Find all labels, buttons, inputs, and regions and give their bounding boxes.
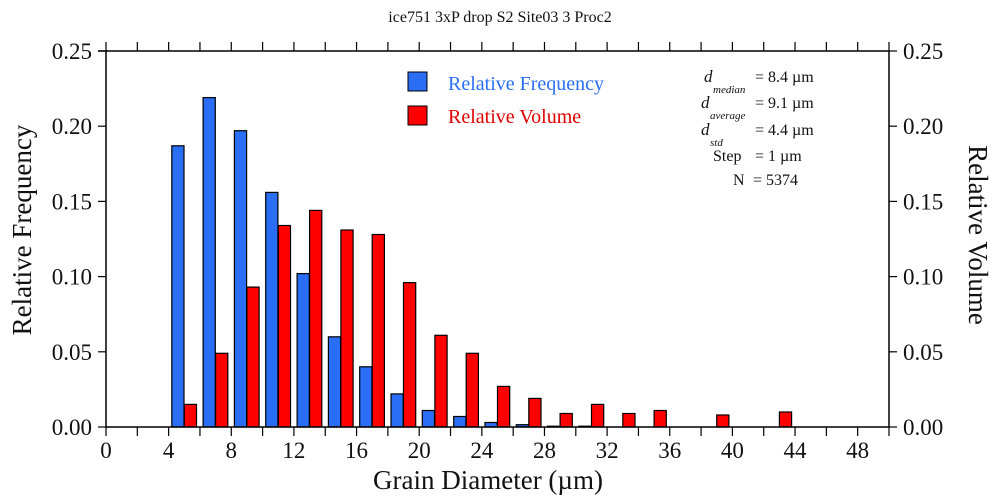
x-tick-label-24: 24: [470, 438, 494, 463]
bar-volume-17: [371, 233, 386, 428]
x-tick-label-40: 40: [721, 438, 744, 463]
x-tick-label-20: 20: [408, 438, 431, 463]
y-tick-label-right-0.15: 0.15: [903, 189, 943, 214]
bar-volume-7: [215, 352, 229, 428]
bars-group: [171, 96, 793, 428]
bar-volume-43: [778, 411, 793, 428]
x-tick-label-16: 16: [345, 438, 368, 463]
y-tick-label-left-0.20: 0.20: [52, 114, 92, 139]
stat-std-subscript: std: [710, 137, 723, 149]
legend-label-volume: Relative Volume: [448, 106, 581, 128]
stat-step-label: Step: [713, 148, 741, 165]
ticks-group: 0 4 8 12 16 20 24 28 32 36 40 44 480.00 0.000.05 0.050…: [52, 39, 944, 463]
bar-frequency-17: [359, 366, 373, 428]
stat-average-subscript: average: [710, 110, 746, 122]
legend-swatch-frequency: [407, 71, 428, 92]
bar-volume-39: [716, 414, 730, 428]
bar-frequency-13: [296, 273, 310, 428]
y-axis-title: Relative Frequency: [7, 124, 37, 335]
y2-axis-title: Relative Volume: [963, 145, 993, 325]
bar-frequency-11: [265, 191, 279, 428]
stat-median-value: = 8.4 µm: [755, 69, 814, 86]
bar-volume-5: [183, 403, 198, 428]
y-tick-label-right-0.05: 0.05: [903, 340, 943, 365]
x-tick-label-28: 28: [533, 438, 556, 463]
x-tick-label-36: 36: [658, 438, 681, 463]
bar-frequency-9: [233, 130, 248, 428]
x-tick-label-8: 8: [226, 438, 238, 463]
bar-frequency-23: [453, 415, 467, 428]
bar-volume-21: [434, 334, 448, 428]
bar-frequency-21: [421, 409, 436, 428]
bar-frequency-19: [390, 393, 404, 428]
x-tick-label-4: 4: [163, 438, 175, 463]
bar-frequency-7: [202, 96, 216, 428]
stat-n-value: = 5374: [753, 172, 798, 189]
stat-n-label: N: [733, 172, 745, 189]
bar-volume-25: [496, 385, 511, 428]
stat-step-value: = 1 µm: [755, 148, 802, 165]
bar-volume-31: [590, 403, 605, 428]
x-tick-label-32: 32: [596, 438, 619, 463]
bar-volume-15: [340, 229, 354, 428]
stat-median-subscript: median: [713, 84, 746, 96]
bar-volume-13: [309, 209, 323, 428]
y-tick-label-left-0.25: 0.25: [52, 39, 92, 64]
bar-volume-23: [465, 352, 480, 428]
legend: Relative Frequency Relative Volume: [407, 71, 604, 128]
bar-volume-9: [246, 286, 260, 428]
bar-volume-11: [277, 224, 292, 428]
stat-median-symbol: d: [704, 67, 713, 86]
bar-frequency-5: [171, 145, 185, 428]
y-tick-label-left-0.10: 0.10: [52, 265, 92, 290]
legend-swatch-volume: [407, 105, 428, 126]
bar-volume-33: [622, 412, 636, 428]
stat-std-value: = 4.4 µm: [755, 122, 814, 139]
statistics-annotation: d median = 8.4 µm d average = 9.1 µm d s…: [701, 67, 814, 189]
legend-label-frequency: Relative Frequency: [448, 73, 604, 95]
y-tick-label-right-0.20: 0.20: [903, 114, 943, 139]
axes-group: [98, 50, 890, 428]
bar-volume-27: [528, 397, 542, 428]
x-tick-label-12: 12: [282, 438, 305, 463]
x-axis-title: Grain Diameter (µm): [373, 465, 603, 495]
y-tick-label-right-0.00: 0.00: [903, 415, 943, 440]
stat-std-symbol: d: [701, 120, 710, 139]
y-tick-label-left-0.00: 0.00: [52, 415, 92, 440]
chart-title: ice751 3xP drop S2 Site03 3 Proc2: [388, 9, 611, 26]
stat-average-value: = 9.1 µm: [755, 95, 814, 112]
x-tick-label-44: 44: [784, 438, 808, 463]
y-tick-label-right-0.10: 0.10: [903, 265, 943, 290]
bar-volume-19: [402, 282, 417, 428]
bar-volume-35: [653, 409, 667, 428]
x-tick-label-48: 48: [846, 438, 869, 463]
y-tick-label-left-0.05: 0.05: [52, 340, 92, 365]
y-tick-label-left-0.15: 0.15: [52, 189, 92, 214]
x-tick-label-0: 0: [100, 438, 112, 463]
stat-average-symbol: d: [701, 93, 710, 112]
bar-frequency-15: [327, 336, 342, 428]
bar-volume-29: [559, 412, 573, 428]
y-tick-label-right-0.25: 0.25: [903, 39, 943, 64]
